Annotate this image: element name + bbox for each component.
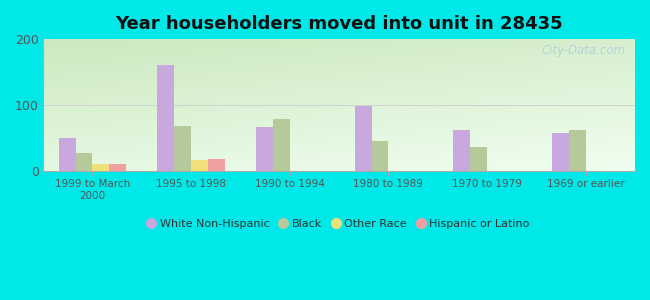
Bar (59, 138, 75, 171)
Bar (454, 130, 470, 171)
Legend: White Non-Hispanic, Black, Other Race, Hispanic or Latino: White Non-Hispanic, Black, Other Race, H… (144, 214, 534, 233)
Bar (191, 160, 208, 171)
Bar (372, 141, 388, 171)
Title: Year householders moved into unit in 28435: Year householders moved into unit in 284… (115, 15, 563, 33)
Text: City-Data.com: City-Data.com (542, 44, 626, 57)
Bar (208, 159, 225, 171)
Bar (355, 106, 372, 171)
Bar (92, 164, 109, 171)
Bar (569, 130, 586, 171)
Bar (470, 147, 487, 171)
Bar (174, 126, 191, 171)
Bar (256, 127, 273, 171)
Bar (273, 119, 290, 171)
Bar (552, 134, 569, 171)
Bar (109, 164, 126, 171)
Bar (75, 153, 92, 171)
Bar (157, 65, 174, 171)
